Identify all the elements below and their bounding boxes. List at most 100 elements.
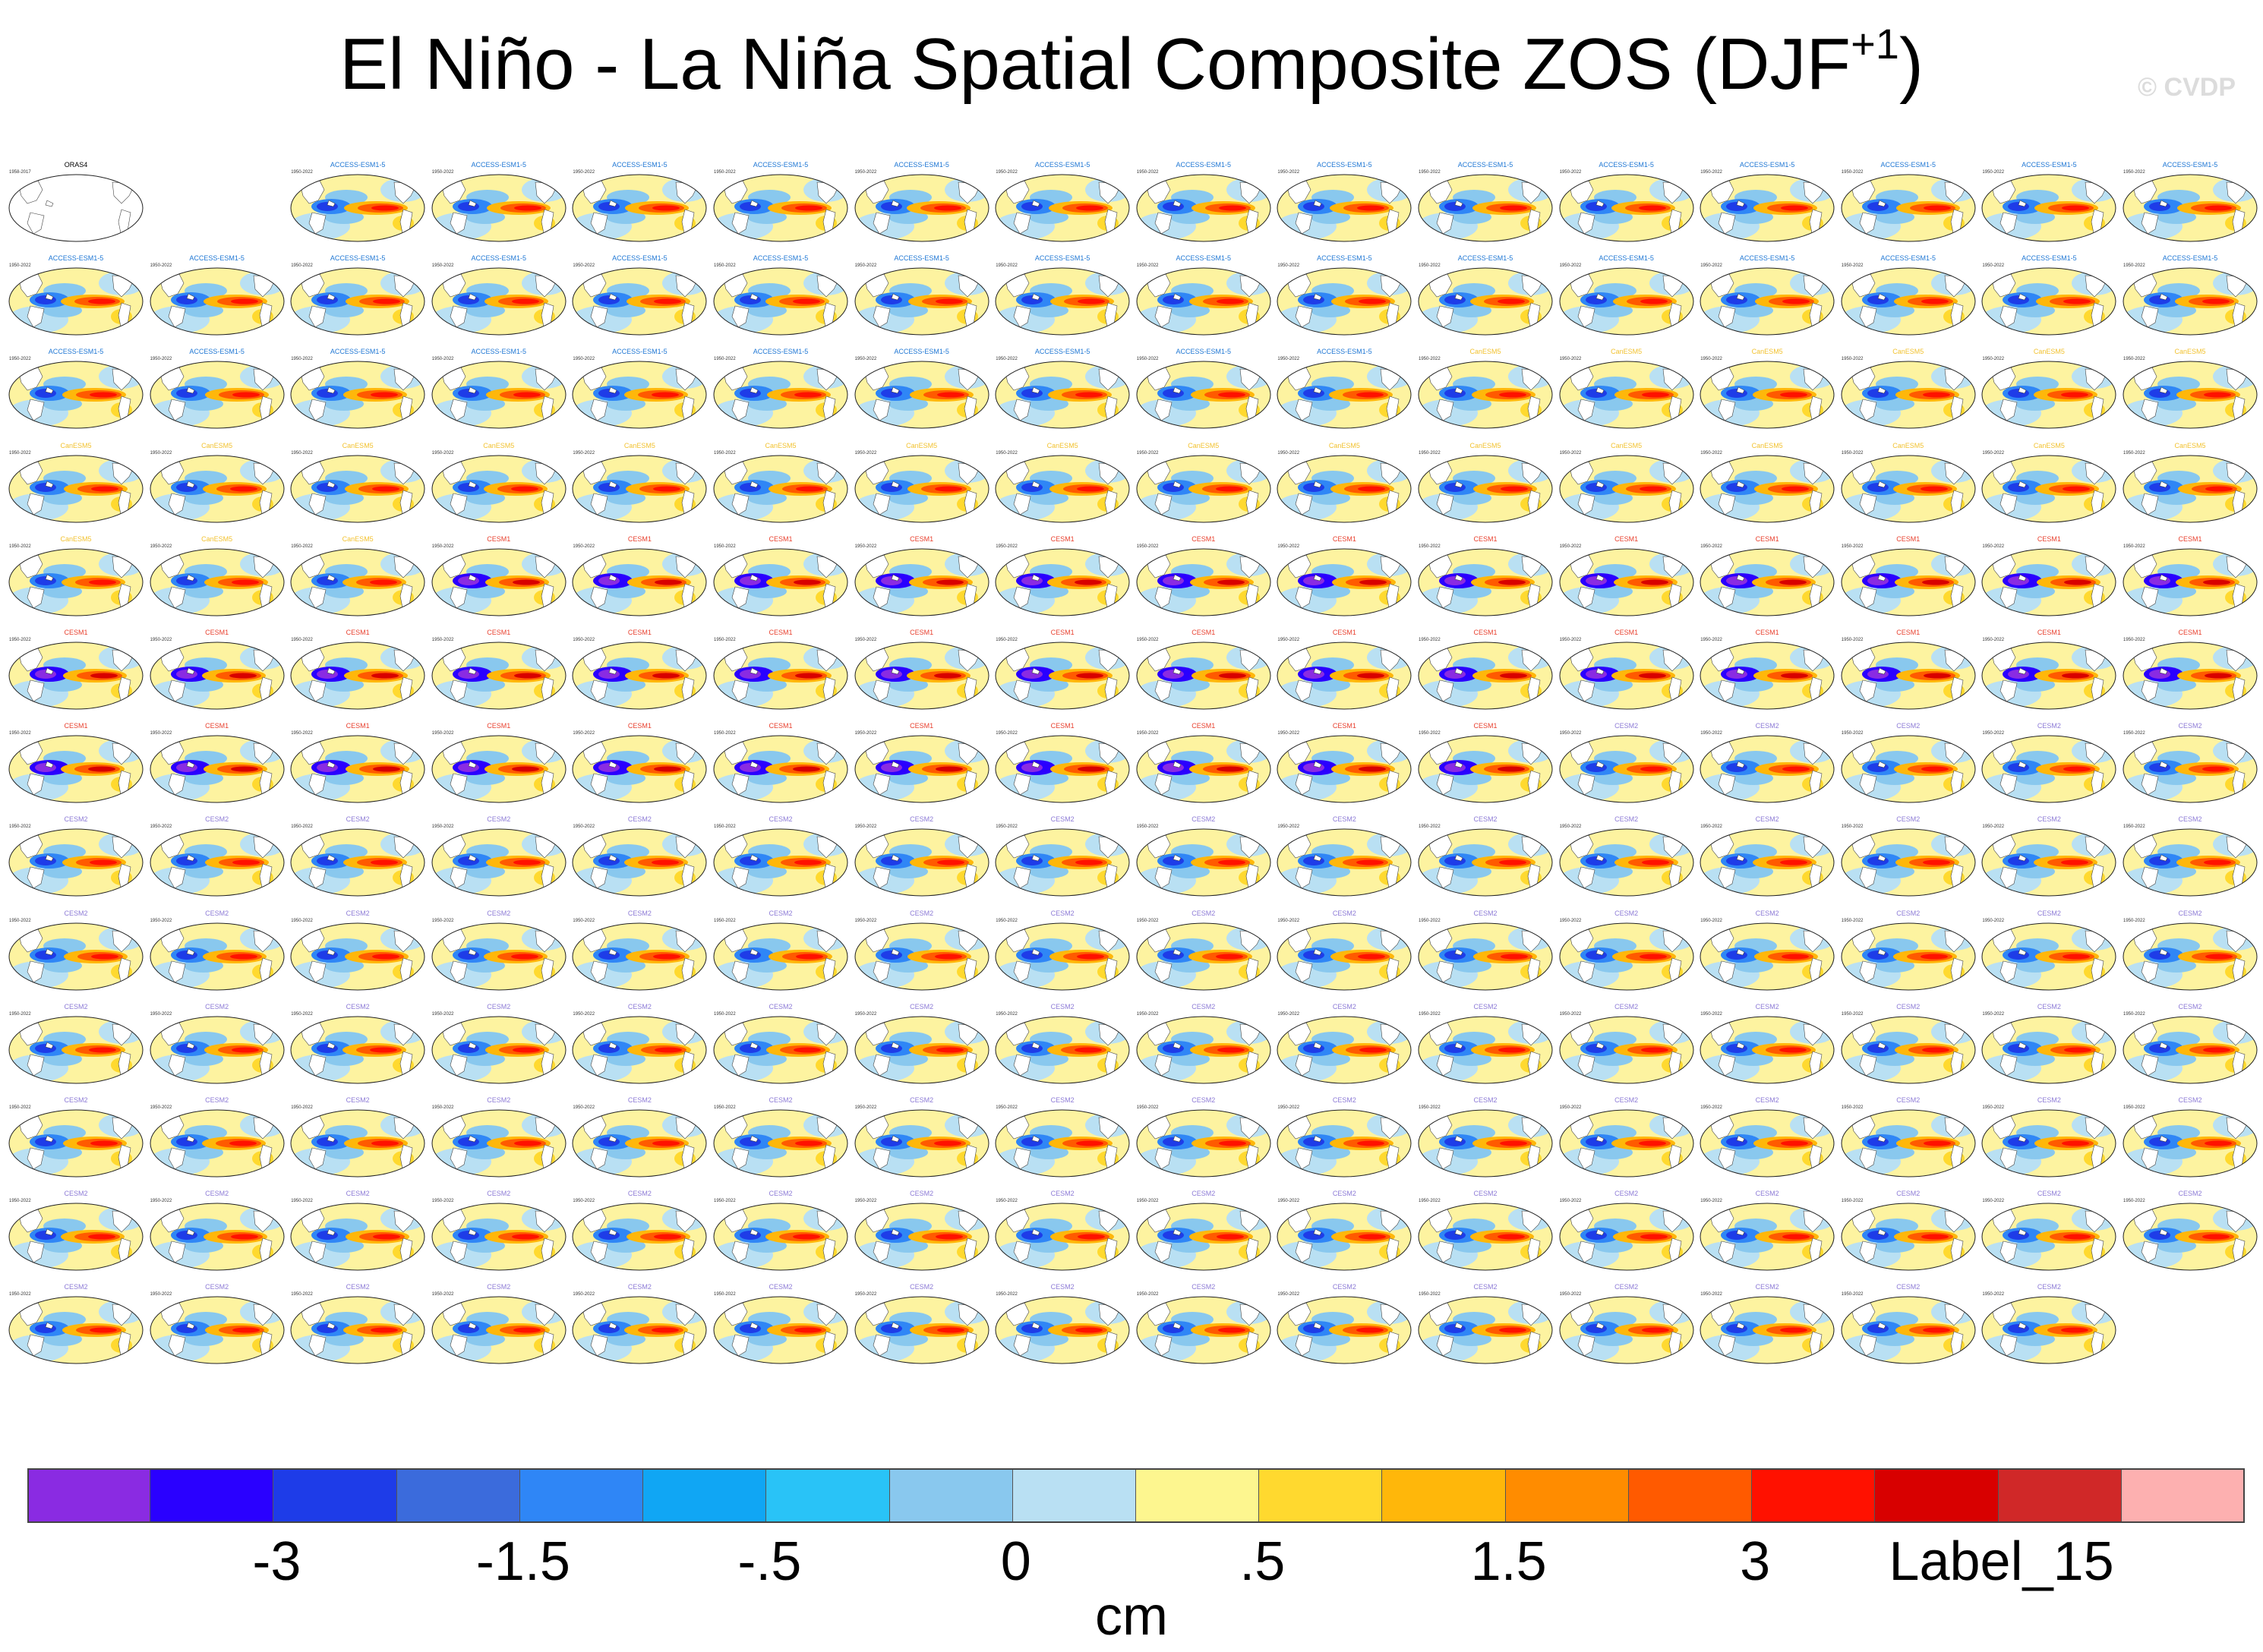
model-panel: CESM2 1950-2022 [712, 815, 849, 897]
panel-label: ACCESS-ESM1-5 [1034, 254, 1090, 263]
panel-map [2123, 361, 2258, 429]
model-panel: CESM2 1950-2022 [1135, 1003, 1272, 1085]
panel-years: 1950-2022 [854, 170, 877, 175]
panel-years: 1950-2022 [854, 638, 877, 642]
model-panel: CanESM5 1950-2022 [1558, 442, 1695, 524]
map-field [1277, 829, 1412, 897]
panel-label: CESM2 [1332, 1002, 1356, 1010]
panel-label: CESM2 [2178, 1190, 2202, 1198]
panel-map [854, 548, 989, 616]
panel-label: CESM2 [1755, 815, 1779, 824]
panel-map [8, 828, 144, 897]
panel-years: 1950-2022 [1841, 1011, 1864, 1017]
model-panel: CESM1 1950-2022 [854, 722, 990, 804]
panel-map [854, 642, 989, 710]
panel-map [1841, 828, 1976, 897]
map-field [1841, 361, 1975, 429]
model-panel: CESM2 1950-2022 [431, 910, 567, 992]
map-field [1277, 361, 1412, 429]
colorbar-tick-label: 0 [1000, 1531, 1031, 1592]
panel-map [572, 642, 707, 710]
model-panel: CESM2 1950-2022 [571, 910, 708, 992]
map-field [714, 1110, 847, 1177]
continent-outlines [440, 1022, 559, 1080]
model-panel: CESM2 1950-2022 [994, 1283, 1131, 1365]
panel-map [854, 828, 989, 897]
panel-map [713, 267, 848, 336]
map-field [714, 829, 847, 897]
panel-map [572, 1203, 707, 1271]
continent-outlines [1568, 367, 1687, 424]
model-panel: CanESM5 1950-2022 [149, 535, 286, 617]
model-panel: CESM2 1950-2022 [149, 1283, 286, 1365]
panel-map [572, 267, 707, 336]
model-panel: CESM2 1950-2022 [1558, 1096, 1695, 1178]
model-panel: CESM2 1950-2022 [1558, 722, 1695, 804]
model-panel: CESM1 1950-2022 [1840, 535, 1977, 617]
panel-map [1841, 548, 1976, 616]
panel-map [1136, 548, 1271, 616]
panel-years: 1950-2022 [1700, 638, 1722, 642]
panel-label: CESM1 [64, 629, 88, 636]
panel-map [1981, 735, 2116, 803]
panel-label: CESM2 [910, 1190, 934, 1198]
panel-years: 1950-2022 [1419, 170, 1441, 175]
map-field [2123, 268, 2257, 336]
panel-map [1559, 735, 1694, 803]
panel-map [1841, 735, 1976, 803]
panel-map [995, 735, 1130, 803]
continent-outlines [1145, 554, 1264, 612]
map-field [2123, 736, 2257, 803]
continent-outlines [1004, 741, 1122, 799]
panel-years: 1950-2022 [1982, 450, 2005, 456]
panel-label: CESM2 [346, 815, 370, 824]
model-panel: CESM2 1950-2022 [1417, 910, 1554, 992]
model-panel: CESM2 1950-2022 [1981, 1190, 2117, 1272]
panel-years: 1950-2022 [854, 1292, 877, 1297]
colorbar-tick-label: .5 [1239, 1531, 1286, 1592]
panel-label: CESM2 [487, 909, 511, 917]
panel-years: 1950-2022 [1559, 1199, 1582, 1204]
panel-label: CanESM5 [623, 441, 655, 449]
map-field [854, 922, 989, 990]
panel-map [1418, 922, 1553, 991]
panel-map [1559, 828, 1694, 897]
model-panel: CESM2 1950-2022 [289, 1283, 426, 1365]
panel-years: 1950-2022 [714, 357, 736, 362]
map-field [1559, 455, 1693, 522]
panel-label: CanESM5 [1046, 441, 1078, 449]
model-panel: ACCESS-ESM1-5 1950-2022 [8, 348, 144, 430]
map-field [431, 829, 566, 897]
panel-label: ACCESS-ESM1-5 [48, 348, 104, 356]
panel-years: 1950-2022 [291, 357, 313, 362]
panel-map [8, 735, 144, 803]
map-field [854, 548, 989, 616]
panel-years: 1950-2022 [854, 731, 877, 736]
map-field [714, 1203, 847, 1271]
model-panel: ACCESS-ESM1-5 1950-2022 [712, 254, 849, 336]
panel-map [2123, 548, 2258, 616]
map-field [150, 1110, 284, 1177]
panel-years: 1950-2022 [2123, 1199, 2145, 1204]
panel-label: CanESM5 [1751, 348, 1783, 356]
model-panel: CESM2 1950-2022 [712, 910, 849, 992]
panel-years: 1950-2022 [1982, 1105, 2005, 1110]
panel-label: CESM1 [487, 629, 511, 636]
map-field [1419, 922, 1552, 990]
panel-years: 1950-2022 [431, 638, 454, 642]
panel-years: 1950-2022 [714, 544, 736, 549]
model-panel: CESM2 1950-2022 [1276, 1096, 1412, 1178]
panel-label: ACCESS-ESM1-5 [612, 348, 668, 356]
panel-years: 1950-2022 [1700, 357, 1722, 362]
model-panel: ACCESS-ESM1-5 1950-2022 [431, 161, 567, 243]
panel-years: 1950-2022 [431, 170, 454, 175]
panel-map [1277, 642, 1412, 710]
panel-label: CanESM5 [201, 534, 233, 543]
model-panel: CESM1 1950-2022 [8, 629, 144, 711]
map-field [573, 361, 707, 429]
panel-years: 1950-2022 [1136, 824, 1159, 830]
map-field [9, 175, 143, 241]
panel-years: 1950-2022 [1841, 544, 1864, 549]
panel-label: ACCESS-ESM1-5 [894, 348, 949, 356]
panel-map [995, 361, 1130, 429]
